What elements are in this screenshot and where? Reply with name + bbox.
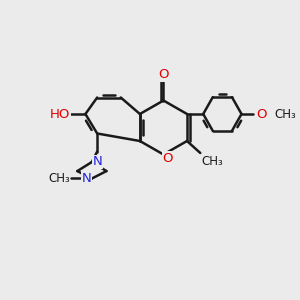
Text: CH₃: CH₃ xyxy=(48,172,70,185)
Text: CH₃: CH₃ xyxy=(274,107,296,121)
Text: O: O xyxy=(163,152,173,165)
Text: HO: HO xyxy=(50,107,70,121)
Text: N: N xyxy=(92,155,102,169)
Text: O: O xyxy=(256,107,267,121)
Text: CH₃: CH₃ xyxy=(202,155,224,168)
Text: N: N xyxy=(82,172,92,185)
Text: O: O xyxy=(158,68,169,81)
